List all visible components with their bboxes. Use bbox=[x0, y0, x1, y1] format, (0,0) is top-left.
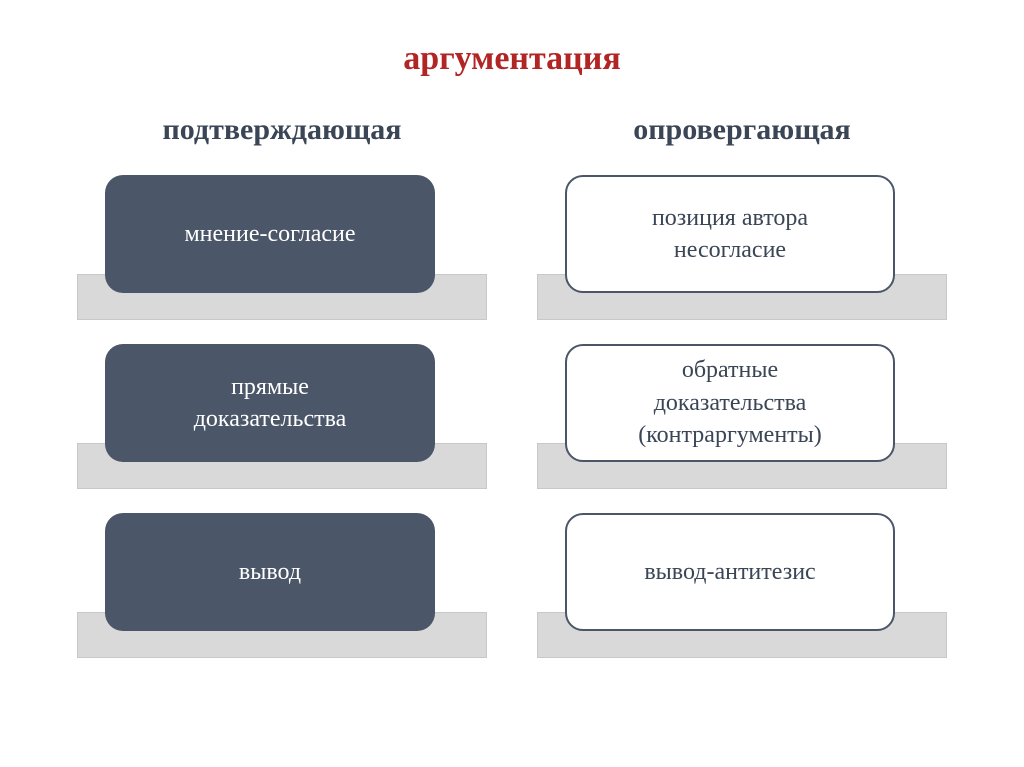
box-text: прямые bbox=[231, 371, 309, 403]
item-right-0: позиция автора несогласие bbox=[537, 175, 947, 320]
box-left-2: вывод bbox=[105, 513, 435, 631]
box-text: мнение-согласие bbox=[184, 218, 355, 250]
item-left-2: вывод bbox=[77, 513, 487, 658]
diagram-title: аргументация bbox=[60, 40, 964, 78]
box-text: доказательства bbox=[194, 403, 347, 435]
box-right-0: позиция автора несогласие bbox=[565, 175, 895, 293]
columns-container: подтверждающая мнение-согласие прямые до… bbox=[60, 113, 964, 682]
box-text: позиция автора bbox=[652, 202, 808, 234]
box-right-1: обратные доказательства (контраргументы) bbox=[565, 344, 895, 462]
subtitle-right: опровергающая bbox=[537, 113, 947, 147]
item-left-1: прямые доказательства bbox=[77, 344, 487, 489]
item-left-0: мнение-согласие bbox=[77, 175, 487, 320]
box-text: несогласие bbox=[674, 234, 786, 266]
box-right-2: вывод-антитезис bbox=[565, 513, 895, 631]
box-text: доказательства bbox=[654, 387, 807, 419]
column-right: опровергающая позиция автора несогласие … bbox=[537, 113, 947, 682]
box-text: (контраргументы) bbox=[638, 419, 822, 451]
item-right-1: обратные доказательства (контраргументы) bbox=[537, 344, 947, 489]
box-left-1: прямые доказательства bbox=[105, 344, 435, 462]
box-left-0: мнение-согласие bbox=[105, 175, 435, 293]
subtitle-left: подтверждающая bbox=[77, 113, 487, 147]
box-text: обратные bbox=[682, 354, 778, 386]
box-text: вывод bbox=[239, 556, 301, 588]
item-right-2: вывод-антитезис bbox=[537, 513, 947, 658]
box-text: вывод-антитезис bbox=[644, 556, 815, 588]
column-left: подтверждающая мнение-согласие прямые до… bbox=[77, 113, 487, 682]
